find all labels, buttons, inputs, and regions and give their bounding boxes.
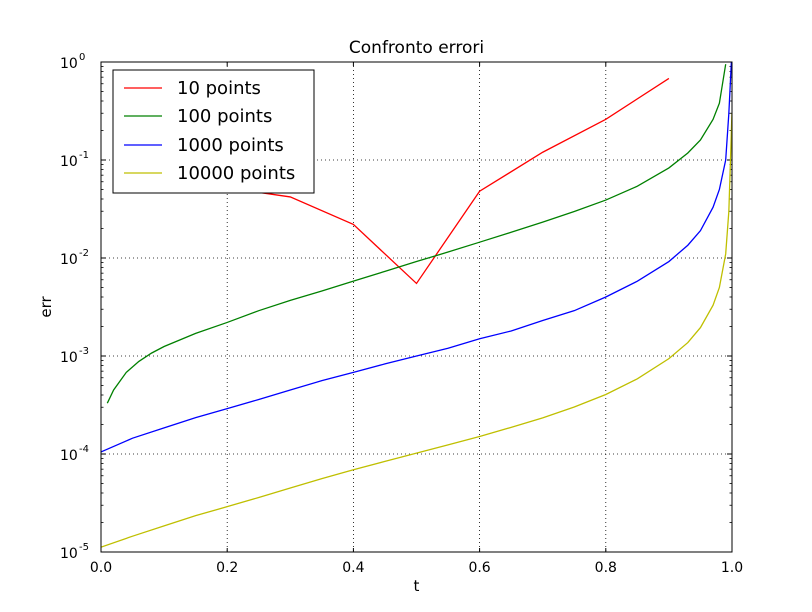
plot-frame [100,61,733,553]
y-tick-label: 10 [60,448,78,464]
chart-title: Confronto errori [349,38,484,58]
y-tick-label: 10 [60,154,78,170]
x-tick-label: 0.6 [468,560,490,576]
series-line-3 [101,113,732,548]
y-tick-label: 10 [60,56,78,72]
y-tick-label: 10 [60,546,78,562]
legend-label-3: 10000 points [177,163,295,184]
x-tick-label: 0.0 [90,560,112,576]
x-tick-label: 0.4 [342,560,364,576]
legend-entry-2: 1000 points [124,135,284,156]
y-tick-exponent: -1 [79,150,89,161]
y-tick-label: 10 [60,252,78,268]
series-line-2 [101,62,732,453]
legend: 10 points 100 points 1000 points 10000 p… [112,69,315,194]
x-ticks: 0.0 0.2 0.4 0.6 0.8 1.0 [90,62,743,576]
legend-label-0: 10 points [177,78,261,99]
y-tick-exponent: -4 [79,444,89,455]
series-line-1 [106,64,727,404]
x-axis-label: t [414,577,420,595]
y-axis-label: err [37,296,55,318]
x-tick-label: 0.2 [216,560,238,576]
legend-label-1: 100 points [177,106,272,127]
legend-entry-0: 10 points [124,78,261,99]
y-tick-exponent: 0 [79,52,85,63]
x-tick-label: 0.8 [595,560,617,576]
legend-label-2: 1000 points [177,135,284,156]
x-tick-label: 1.0 [721,560,743,576]
legend-entry-3: 10000 points [124,163,295,184]
y-tick-exponent: -3 [79,346,89,357]
y-tick-exponent: -2 [79,248,89,259]
y-tick-exponent: -5 [79,542,89,553]
legend-entry-1: 100 points [124,106,272,127]
y-tick-label: 10 [60,350,78,366]
